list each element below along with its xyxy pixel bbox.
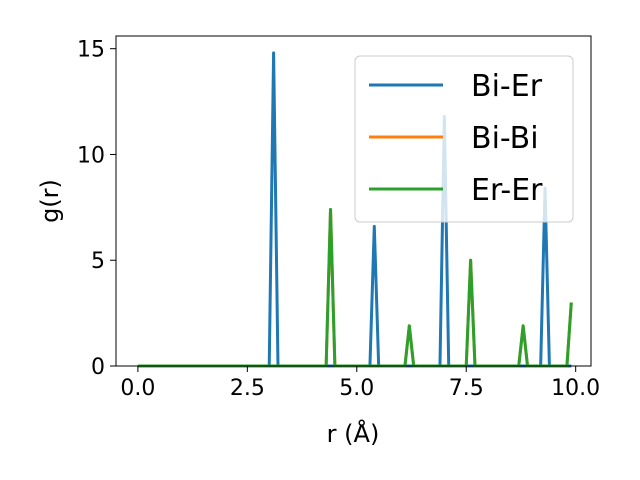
plot-frame xyxy=(115,35,592,367)
y-axis: 0 5 10 15 xyxy=(77,38,116,380)
legend-label-bi-bi: Bi-Bi xyxy=(471,121,539,156)
x-tick-label: 7.5 xyxy=(449,376,484,401)
legend: Bi-Er Bi-Bi Er-Er xyxy=(354,55,574,223)
legend-box xyxy=(354,55,574,223)
legend-label-er-er: Er-Er xyxy=(471,173,543,208)
y-tick-label: 5 xyxy=(91,249,105,274)
y-tick-label: 15 xyxy=(77,38,105,63)
y-tick-label: 10 xyxy=(77,143,105,168)
legend-label-bi-er: Bi-Er xyxy=(471,69,543,104)
x-tick-label: 0.0 xyxy=(120,376,155,401)
x-axis: 0.0 2.5 5.0 7.5 10.0 xyxy=(120,366,600,401)
y-axis-title: g(r) xyxy=(36,179,64,223)
x-axis-title: r (Å) xyxy=(327,419,380,448)
series-line-er-er xyxy=(137,207,573,368)
x-tick-label: 5.0 xyxy=(339,376,374,401)
series-line-bi-bi xyxy=(137,207,573,368)
y-tick-label: 0 xyxy=(91,355,105,380)
x-tick-label: 10.0 xyxy=(551,376,600,401)
x-tick-label: 2.5 xyxy=(230,376,265,401)
